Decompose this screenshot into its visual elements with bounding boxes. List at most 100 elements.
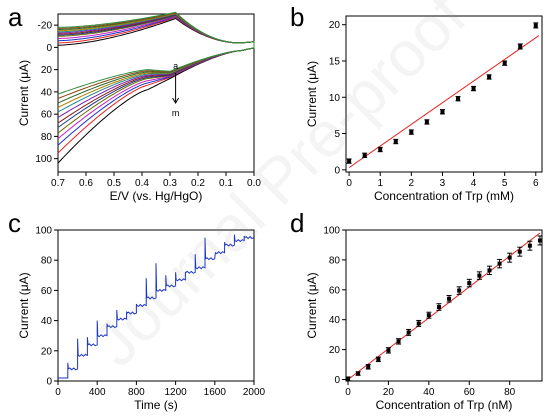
panel-d-data-point [527, 243, 532, 248]
panel-b-ytick-label: 10 [329, 93, 341, 104]
panel-b-x-axis-label: Concentration of Trp (mM) [374, 189, 514, 203]
panel-d-data-point [457, 288, 462, 293]
panel-b-xtick-label: 0 [346, 178, 352, 189]
panel-d-data-point [467, 281, 472, 286]
panel-d-label: d [290, 208, 305, 238]
panel-b-data-point [440, 109, 445, 114]
panel-d-data-point [447, 296, 452, 301]
panel-b-fit-line [348, 35, 540, 169]
panel-a-label: a [8, 2, 23, 32]
panel-b-y-axis-label: Current (μA) [305, 61, 319, 127]
panel-c-label: c [8, 208, 21, 238]
panel-a-xtick-label: 0.7 [51, 178, 65, 189]
panel-d-ytick-label: 20 [329, 345, 341, 356]
panel-d-ytick-label: 40 [329, 315, 341, 326]
panel-b-plot-frame [345, 15, 543, 173]
panel-c-xtick-label: 1600 [204, 387, 227, 398]
panel-a-chart: 0.7 0.6 0.5 0.4 0.3 0.2 0.1 0.0 -20 0 20 40 60 80 100 E… [17, 11, 261, 203]
panel-a-ytick-label: 80 [41, 132, 53, 143]
panel-b-ytick-label: 15 [329, 56, 341, 67]
cv-curve [57, 11, 255, 95]
panel-c-y-axis-label: Current (μA) [17, 272, 31, 338]
panel-b-xtick-label: 1 [377, 178, 383, 189]
panel-a-ytick-label: -20 [38, 21, 53, 32]
panel-b-data-point [471, 86, 476, 91]
panel-b-chart: 0 1 2 3 4 5 6 0 5 10 15 20 Concentration of Trp (mM)… [305, 15, 543, 203]
panel-a-xtick-label: 0.0 [247, 178, 261, 189]
panel-a-y-axis-label: Current (μA) [17, 60, 31, 126]
panel-c-xtick-label: 0 [55, 387, 61, 398]
arrow-label-bottom: m [172, 108, 180, 118]
panel-d-data-point [426, 313, 431, 318]
panel-c-x-axis-label: Time (s) [134, 398, 178, 412]
panel-d-data-point [416, 321, 421, 326]
panel-c-ytick-label: 100 [35, 226, 52, 237]
panel-b-data-point [456, 96, 460, 101]
panel-c-ytick-label: 0 [46, 377, 52, 388]
panel-d-xtick-label: 80 [504, 387, 516, 398]
panel-b-xtick-label: 3 [440, 178, 446, 189]
panel-d-ytick-label: 0 [334, 375, 340, 386]
panel-d-chart: 0 20 40 60 80 0 20 40 60 80 100 Concentration of Tr… [305, 226, 543, 412]
panel-d-xtick-label: 0 [345, 387, 351, 398]
panel-b-label: b [290, 2, 305, 32]
panel-d-data-point [386, 348, 391, 353]
panel-b-data-point [347, 159, 352, 164]
panel-c-chart: 0 400 800 1200 1600 2000 0 20 40 60 80 100 Time (s) C… [17, 226, 266, 413]
panel-a-xtick-label: 0.5 [107, 178, 121, 189]
panel-d-y-axis-label: Current (μA) [305, 272, 319, 338]
panel-c-ytick-label: 20 [41, 346, 53, 357]
panel-b-data-point [487, 74, 492, 79]
panel-c-xtick-label: 800 [128, 387, 145, 398]
panel-a-ytick-label: 20 [41, 65, 53, 76]
amperometric-trace [58, 234, 255, 379]
panel-c-xtick-label: 1200 [164, 387, 187, 398]
panel-d-ytick-label: 80 [329, 255, 341, 266]
panel-d-plot-frame [345, 229, 543, 382]
panel-d-ytick-label: 100 [323, 226, 340, 237]
panel-c-ytick-label: 40 [41, 316, 53, 327]
panel-d-data-point [477, 273, 482, 278]
panel-b-data-point [518, 44, 523, 49]
arrow-label-top: a [173, 61, 178, 71]
panel-a-plot-frame [57, 13, 255, 173]
panel-d-data-point [396, 339, 401, 344]
panel-c-xtick-label: 2000 [243, 387, 266, 398]
panel-b-data-point [533, 23, 538, 28]
panel-d-data-point [487, 268, 492, 273]
panel-a-xtick-label: 0.3 [163, 178, 177, 189]
panel-a-xtick-label: 0.6 [79, 178, 93, 189]
panel-d-ytick-label: 60 [329, 285, 341, 296]
panel-d-x-axis-label: Concentration of Trp (nM) [376, 398, 513, 412]
panel-b-xtick-label: 5 [502, 178, 508, 189]
panel-d-data-point [366, 364, 371, 369]
panel-a-ytick-label: 40 [41, 87, 53, 98]
panel-d-xtick-label: 40 [423, 387, 435, 398]
panel-d-data-point [517, 249, 522, 254]
panel-d-data-point [406, 330, 411, 335]
panel-a-ytick-label: 100 [35, 154, 52, 165]
trend-arrow-head [172, 97, 180, 104]
panel-d-data-point [507, 255, 512, 260]
panel-c-ytick-label: 80 [41, 256, 53, 267]
panel-a-x-axis-label: E/V (vs. Hg/HgO) [110, 189, 203, 203]
panel-d-data-point [356, 371, 361, 376]
panel-c-plot-frame [57, 229, 255, 382]
panel-a-xtick-label: 0.4 [135, 178, 149, 189]
panel-a-xtick-label: 0.1 [219, 178, 233, 189]
panel-b-xtick-label: 2 [409, 178, 415, 189]
panel-b-data-point [362, 153, 367, 158]
panel-b-data-point [424, 119, 429, 124]
panel-b-xtick-label: 4 [471, 178, 477, 189]
panel-a-ytick-label: 60 [41, 110, 53, 121]
panel-b-data-point [393, 139, 398, 144]
panel-a-ytick-label: 0 [46, 43, 52, 54]
panel-d-data-point [376, 357, 381, 362]
panel-d-data-point [537, 238, 542, 243]
panel-d-data-point [497, 261, 502, 266]
panel-d-data-point [436, 304, 441, 309]
panel-b-ytick-label: 0 [334, 165, 340, 176]
panel-d-data-point [346, 376, 351, 381]
panel-b-ytick-label: 5 [334, 129, 340, 140]
